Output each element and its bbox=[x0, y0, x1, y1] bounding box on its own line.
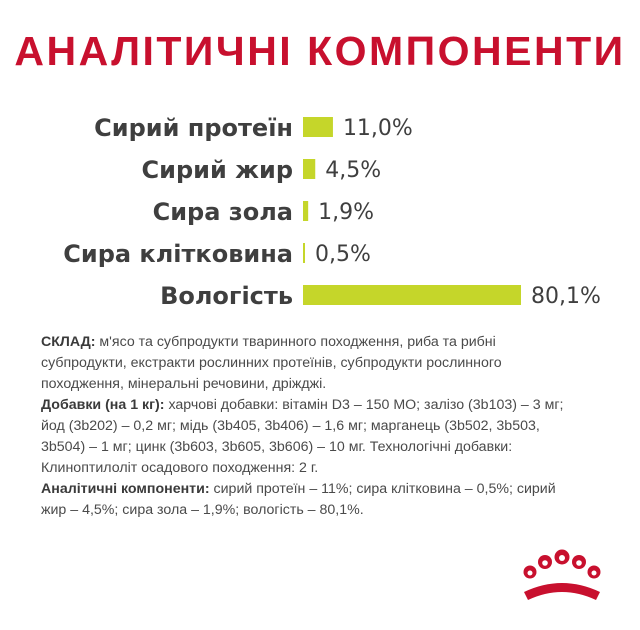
value-label: 11,0% bbox=[343, 116, 413, 141]
bar bbox=[303, 285, 521, 305]
value-label: 4,5% bbox=[325, 158, 381, 183]
bar bbox=[303, 201, 309, 221]
category-label: Вологість bbox=[160, 282, 293, 310]
additives-paragraph: Добавки (на 1 кг): харчові добавки: віта… bbox=[41, 395, 581, 479]
analytic-text: сирий протеїн – 11%; сира клітковина – 0… bbox=[41, 481, 556, 518]
royal-canin-crown-icon bbox=[523, 549, 601, 600]
category-label: Сира зола bbox=[153, 198, 293, 226]
page-title: АНАЛІТИЧНІ КОМПОНЕНТИ bbox=[14, 28, 626, 74]
sklad-label: СКЛАД: bbox=[41, 334, 96, 350]
value-label: 0,5% bbox=[315, 242, 371, 267]
bar bbox=[303, 243, 305, 263]
value-label: 1,9% bbox=[318, 200, 374, 225]
analytic-label: Аналітичні компоненти: bbox=[41, 481, 210, 497]
category-label: Сирий протеїн bbox=[94, 114, 293, 142]
analytic-paragraph: Аналітичні компоненти: сирий протеїн – 1… bbox=[41, 479, 581, 521]
nutrient-bar-chart: Сирий протеїн 11,0% Сирий жир 4,5% Сира зола… bbox=[63, 114, 601, 310]
sklad-text: м'ясо та субпродукти тваринного походжен… bbox=[41, 334, 502, 392]
additives-label: Добавки (на 1 кг): bbox=[41, 397, 165, 413]
composition-text: СКЛАД: м'ясо та субпродукти тваринного п… bbox=[41, 332, 581, 521]
category-label: Сирий жир bbox=[142, 156, 293, 184]
value-label: 80,1% bbox=[531, 284, 601, 309]
bar bbox=[303, 159, 316, 179]
additives-text: харчові добавки: вітамін D3 – 150 МО; за… bbox=[41, 397, 564, 476]
sklad-paragraph: СКЛАД: м'ясо та субпродукти тваринного п… bbox=[41, 332, 581, 395]
category-label: Сира клітковина bbox=[63, 240, 293, 268]
bar bbox=[303, 117, 333, 137]
